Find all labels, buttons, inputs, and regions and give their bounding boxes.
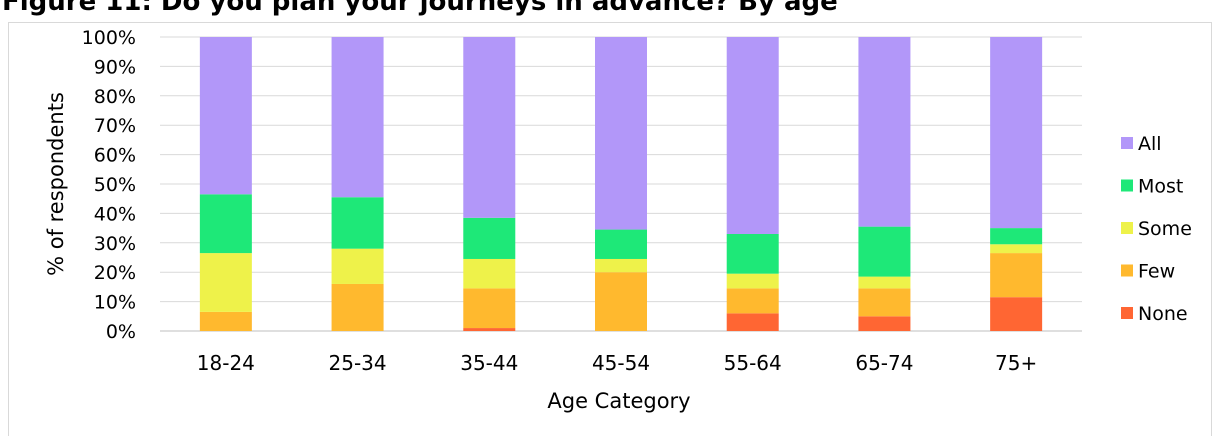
bar-segment-none-65-74 bbox=[858, 316, 911, 331]
bars bbox=[199, 37, 1043, 331]
y-tick-label: 10% bbox=[94, 292, 136, 314]
x-tick-label: 75+ bbox=[995, 351, 1037, 375]
x-tick-label: 45-54 bbox=[592, 351, 650, 375]
bar-segment-some-18-24 bbox=[199, 253, 252, 312]
bar-segment-most-25-34 bbox=[331, 197, 384, 249]
bar-segment-none-55-64 bbox=[726, 313, 779, 331]
bar-segment-most-65-74 bbox=[858, 226, 911, 277]
x-tick-label: 55-64 bbox=[724, 351, 782, 375]
y-tick-label: 100% bbox=[82, 27, 136, 49]
bar-segment-all-18-24 bbox=[199, 37, 252, 195]
bar-segment-few-55-64 bbox=[726, 288, 779, 314]
legend-label-most: Most bbox=[1138, 176, 1183, 198]
legend-swatch-all bbox=[1121, 137, 1133, 149]
y-tick-label: 60% bbox=[94, 145, 136, 167]
x-tick-label: 18-24 bbox=[197, 351, 255, 375]
x-tick-label: 65-74 bbox=[855, 351, 913, 375]
bar-segment-most-45-54 bbox=[595, 229, 647, 259]
legend-swatch-few bbox=[1121, 264, 1133, 277]
bar-segment-some-55-64 bbox=[726, 273, 779, 289]
bar-segment-none-75+ bbox=[990, 297, 1043, 331]
y-tick-labels: 0% 10% 20% 30% 40% 50% 60% 70% 80% 90% 100% bbox=[82, 27, 136, 343]
legend: All Most Some Few None bbox=[1121, 133, 1192, 325]
bar-segment-few-35-44 bbox=[463, 288, 516, 329]
bar-segment-some-45-54 bbox=[595, 258, 647, 273]
x-axis-title: Age Category bbox=[547, 389, 690, 413]
bar-segment-all-25-34 bbox=[331, 37, 384, 198]
bar-segment-few-65-74 bbox=[858, 288, 911, 317]
bar-segment-some-35-44 bbox=[463, 258, 516, 289]
bar-segment-all-35-44 bbox=[463, 37, 516, 218]
bar-segment-some-75+ bbox=[990, 244, 1043, 254]
bar-segment-none-35-44 bbox=[463, 328, 516, 331]
legend-label-all: All bbox=[1138, 133, 1162, 155]
bar-segment-all-75+ bbox=[990, 37, 1043, 229]
y-tick-label: 20% bbox=[94, 262, 136, 284]
bar-segment-all-45-54 bbox=[595, 37, 647, 230]
legend-swatch-some bbox=[1121, 222, 1133, 234]
legend-swatch-most bbox=[1121, 179, 1133, 192]
y-tick-label: 80% bbox=[94, 86, 136, 108]
bar-segment-some-25-34 bbox=[331, 248, 384, 284]
x-tick-label: 25-34 bbox=[329, 351, 387, 375]
bar-segment-some-65-74 bbox=[858, 276, 911, 289]
bar-segment-all-65-74 bbox=[858, 37, 911, 227]
y-tick-label: 40% bbox=[94, 203, 136, 225]
y-tick-label: 70% bbox=[94, 115, 136, 137]
chart-frame bbox=[8, 22, 1212, 436]
x-tick-label: 35-44 bbox=[460, 351, 518, 375]
bar-segment-few-25-34 bbox=[331, 283, 384, 331]
bar-segment-most-55-64 bbox=[726, 233, 779, 274]
bar-segment-most-18-24 bbox=[199, 194, 252, 254]
legend-label-none: None bbox=[1138, 303, 1188, 325]
figure-title: Figure 11: Do you plan your journeys in … bbox=[2, 0, 838, 17]
bar-segment-few-18-24 bbox=[199, 311, 252, 331]
bar-segment-most-35-44 bbox=[463, 217, 516, 259]
bar-segment-few-45-54 bbox=[595, 272, 647, 331]
y-tick-label: 50% bbox=[94, 174, 136, 196]
bar-segment-all-55-64 bbox=[726, 37, 779, 234]
legend-swatch-none bbox=[1121, 307, 1133, 319]
bar-segment-few-75+ bbox=[990, 253, 1043, 298]
legend-label-few: Few bbox=[1138, 261, 1175, 283]
y-tick-label: 30% bbox=[94, 233, 136, 255]
y-tick-label: 0% bbox=[106, 321, 136, 343]
y-tick-label: 90% bbox=[94, 56, 136, 78]
legend-label-some: Some bbox=[1138, 218, 1192, 240]
x-tick-labels: 18-24 25-34 35-44 45-54 55-64 65-74 75+ bbox=[197, 351, 1037, 375]
y-axis-title: % of respondents bbox=[44, 92, 68, 276]
bar-segment-most-75+ bbox=[990, 228, 1043, 245]
